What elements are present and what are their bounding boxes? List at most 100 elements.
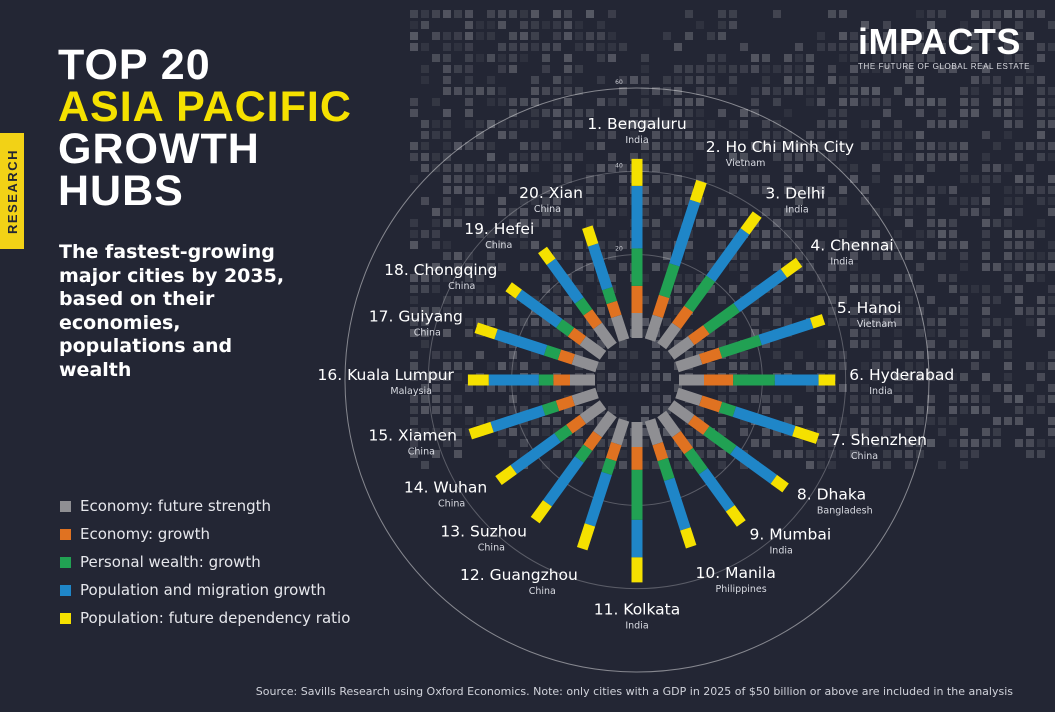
- city-bar-group: [675, 314, 826, 373]
- country-label: India: [770, 546, 793, 557]
- title-line-1: TOP 20: [58, 41, 211, 89]
- title-line-4: HUBS: [58, 167, 184, 215]
- bar-segment: [474, 322, 498, 340]
- city-label: 14. Wuhan: [404, 478, 487, 496]
- bar-segment: [658, 263, 680, 299]
- legend-label: Personal wealth: growth: [80, 553, 261, 571]
- bar-segment: [698, 468, 735, 512]
- bar-segment: [557, 349, 575, 365]
- bar-segment: [664, 477, 691, 531]
- bar-segment: [667, 336, 695, 360]
- bar-segment: [593, 322, 617, 350]
- bar-segment: [689, 179, 707, 204]
- bar-segment: [657, 322, 681, 350]
- legend-item: Population and migration growth: [60, 576, 350, 604]
- bar-segment: [718, 401, 737, 417]
- legend-swatch: [60, 556, 71, 568]
- bar-segment: [530, 500, 552, 524]
- bar-segment: [718, 334, 762, 359]
- bar-segment: [725, 505, 746, 527]
- country-label: India: [785, 204, 808, 215]
- country-label: China: [478, 542, 505, 553]
- bar-segment: [703, 303, 740, 335]
- bar-segment: [538, 246, 556, 265]
- axis-tick-label: 20: [615, 246, 623, 253]
- bar-segment: [579, 400, 607, 424]
- city-label: 11. Kolkata: [594, 600, 681, 618]
- bar-segment: [555, 319, 575, 337]
- country-label: India: [869, 386, 892, 397]
- country-label: China: [414, 328, 441, 339]
- logo-tagline: THE FUTURE OF GLOBAL REAL ESTATE: [858, 62, 1031, 71]
- bar-segment: [675, 354, 703, 373]
- legend-label: Population and migration growth: [80, 581, 326, 599]
- bar-segment: [770, 474, 789, 493]
- bar-segment: [699, 347, 723, 365]
- legend-item: Personal wealth: growth: [60, 548, 350, 576]
- city-label: 10. Manila: [696, 564, 776, 582]
- bar-segment: [602, 286, 618, 305]
- legend-swatch: [60, 500, 71, 512]
- bar-segment: [611, 314, 630, 342]
- city-label: 7. Shenzhen: [831, 431, 927, 449]
- bar-segment: [490, 405, 546, 433]
- bar-segment: [671, 430, 694, 455]
- country-label: India: [625, 135, 648, 146]
- legend-item: Economy: future strength: [60, 492, 350, 520]
- city-label: 17. Guiyang: [369, 308, 463, 326]
- bar-segment: [652, 294, 670, 318]
- city-label: 15. Xiamen: [368, 426, 456, 444]
- country-label: Malaysia: [390, 386, 432, 397]
- legend-item: Population: future dependency ratio: [60, 604, 350, 632]
- city-label: 19. Hefei: [464, 220, 534, 238]
- country-label: China: [485, 240, 512, 251]
- title-line-2: ASIA PACIFIC: [58, 83, 352, 131]
- bar-segment: [758, 318, 814, 346]
- city-bar-group: [582, 225, 630, 342]
- bar-segment: [582, 225, 599, 247]
- bar-segment: [510, 433, 561, 475]
- bar-segment: [684, 447, 708, 475]
- bar-segment: [574, 297, 593, 316]
- country-label: Philippines: [716, 584, 767, 595]
- city-bar-group: [474, 322, 599, 373]
- bar-segment: [652, 442, 669, 462]
- bar-segment: [554, 424, 573, 443]
- bar-segment: [733, 268, 788, 313]
- city-label: 18. Chongqing: [384, 261, 497, 279]
- country-label: Vietnam: [726, 158, 766, 169]
- bar-segment: [740, 211, 762, 235]
- city-label: 2. Ho Chi Minh City: [706, 138, 854, 156]
- bar-segment: [546, 258, 584, 304]
- bar-segment: [657, 410, 681, 438]
- bar-segment: [468, 421, 494, 440]
- city-label: 20. Xian: [519, 184, 583, 202]
- city-bar-group: [675, 387, 820, 444]
- bar-segment: [494, 328, 548, 356]
- bar-segment: [730, 445, 778, 484]
- bar-segment: [505, 282, 522, 299]
- ring-60: [344, 87, 930, 673]
- bar-segment: [515, 289, 563, 328]
- bar-segment: [601, 457, 617, 476]
- bar-segment: [571, 354, 599, 373]
- page-subtitle: The fastest-growing major cities by 2035…: [59, 241, 285, 381]
- bar-segment: [675, 387, 703, 406]
- bar-segment: [606, 300, 622, 318]
- bar-segment: [543, 345, 562, 361]
- bar-segment: [542, 456, 584, 507]
- city-bar-group: [657, 211, 762, 350]
- bar-segment: [567, 327, 587, 346]
- bar-segment: [809, 314, 826, 329]
- city-bar-group: [667, 257, 803, 360]
- bar-segment: [680, 527, 697, 549]
- legend-item: Economy: growth: [60, 520, 350, 548]
- city-label: 16. Kuala Lumpur: [318, 366, 455, 384]
- country-label: India: [625, 620, 648, 631]
- bar-segment: [495, 465, 517, 486]
- axis-tick-label: 40: [615, 162, 623, 169]
- city-bar-group: [495, 400, 607, 486]
- city-bar-group: [530, 410, 617, 524]
- legend-label: Economy: future strength: [80, 497, 271, 515]
- bar-segment: [732, 406, 796, 437]
